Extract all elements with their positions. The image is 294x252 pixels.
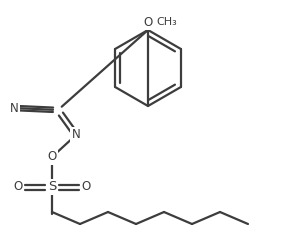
Text: O: O	[143, 16, 153, 28]
Text: O: O	[81, 180, 91, 194]
Text: N: N	[10, 102, 18, 114]
Text: N: N	[72, 129, 80, 142]
Text: O: O	[13, 180, 23, 194]
Text: S: S	[48, 180, 56, 194]
Text: CH₃: CH₃	[156, 17, 177, 27]
Text: O: O	[47, 150, 57, 164]
